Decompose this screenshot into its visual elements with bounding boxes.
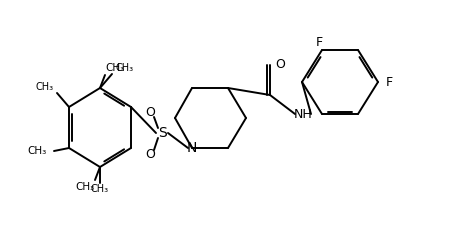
Text: NH: NH	[294, 107, 313, 120]
Text: F: F	[385, 75, 393, 89]
Text: CH₃: CH₃	[76, 182, 95, 192]
Text: O: O	[145, 106, 155, 119]
Text: N: N	[187, 141, 197, 155]
Text: O: O	[145, 148, 155, 161]
Text: F: F	[315, 35, 323, 48]
Text: CH₃: CH₃	[36, 82, 54, 92]
Text: CH₃: CH₃	[115, 63, 133, 73]
Text: CH₃: CH₃	[91, 184, 109, 194]
Text: CH₃: CH₃	[105, 63, 124, 73]
Text: S: S	[158, 126, 166, 140]
Text: O: O	[275, 58, 285, 72]
Text: CH₃: CH₃	[28, 146, 47, 156]
